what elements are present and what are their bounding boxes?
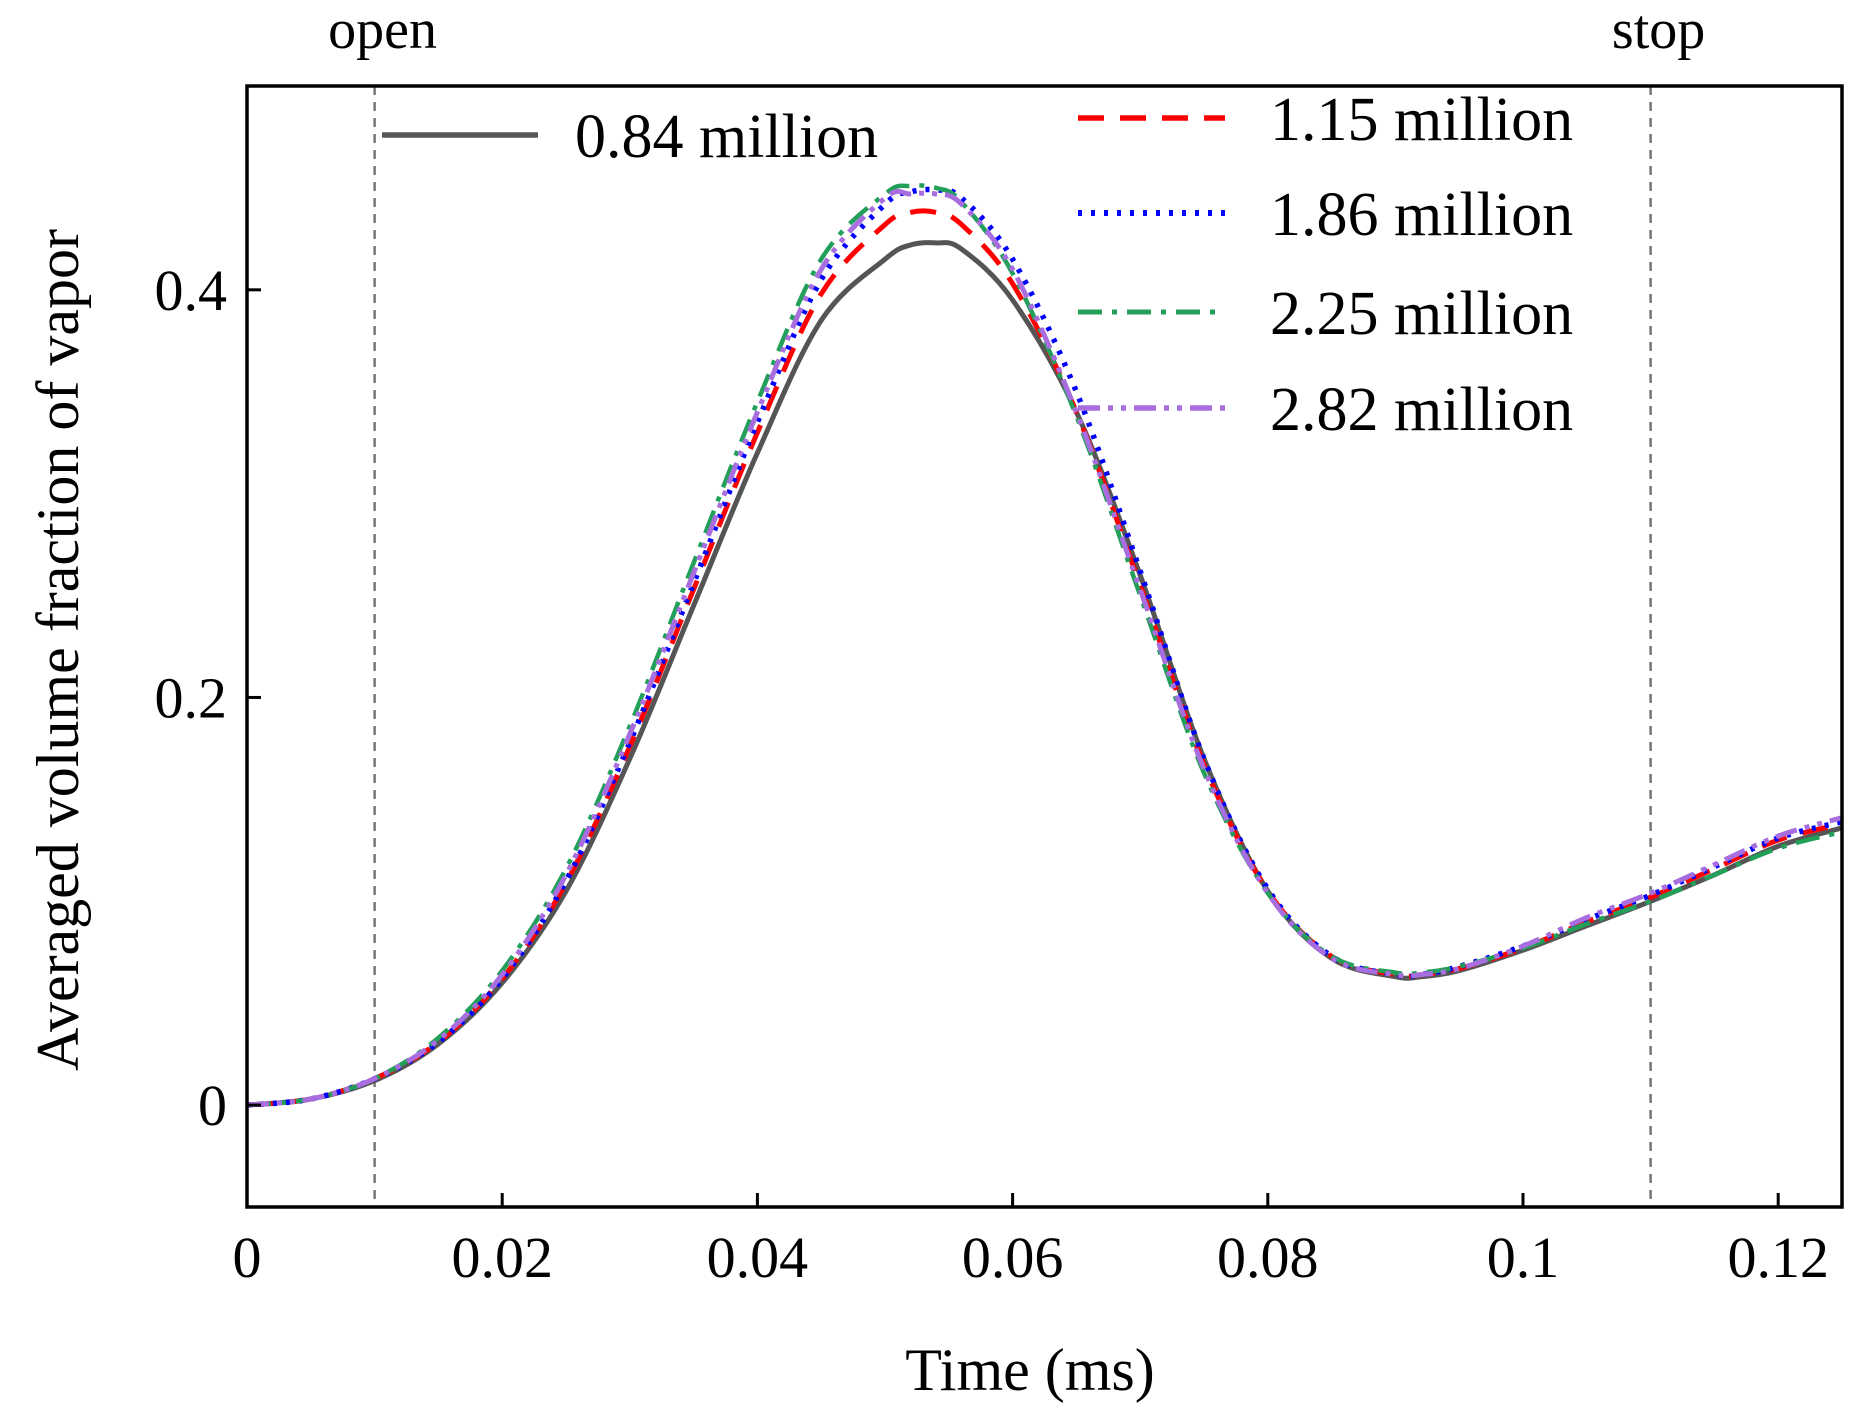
x-tick-label: 0 xyxy=(233,1225,262,1290)
event-marker-label-open: open xyxy=(328,0,437,61)
x-tick-label: 0.02 xyxy=(451,1225,553,1290)
legend: 0.84 million 1.15 million 1.86 million 2.25… xyxy=(382,86,1573,444)
x-tick-label: 0.1 xyxy=(1487,1225,1560,1290)
legend-label-5: 2.82 million xyxy=(1270,376,1573,444)
x-tick-label: 0.06 xyxy=(962,1225,1064,1290)
x-axis-label: Time (ms) xyxy=(905,1337,1155,1403)
legend-label-2: 1.15 million xyxy=(1270,86,1573,154)
x-tick-label: 0.12 xyxy=(1727,1225,1829,1290)
axis-frame xyxy=(245,84,1844,1209)
event-markers: open stop xyxy=(328,0,1705,1207)
y-tick-label: 0.4 xyxy=(155,258,228,323)
x-axis: 0 0.02 0.04 0.06 0.08 0.1 0.12 xyxy=(233,1193,1829,1290)
series-lines xyxy=(246,183,1843,1108)
y-tick-label: 0.2 xyxy=(155,665,228,730)
event-marker-label-stop: stop xyxy=(1612,0,1705,61)
y-tick-label: 0 xyxy=(198,1073,227,1138)
x-tick-label: 0.04 xyxy=(707,1225,809,1290)
y-axis: 0 0.2 0.4 xyxy=(155,258,261,1138)
series-line-5 xyxy=(246,188,1843,1108)
legend-label-3: 1.86 million xyxy=(1270,181,1573,249)
legend-label-1: 0.84 million xyxy=(575,103,878,171)
x-tick-label: 0.08 xyxy=(1217,1225,1319,1290)
legend-label-4: 2.25 million xyxy=(1270,280,1573,348)
series-line-4 xyxy=(246,183,1843,1108)
y-axis-label: Averaged volume fraction of vapor xyxy=(25,229,91,1071)
series-line-1 xyxy=(246,240,1843,1108)
series-line-3 xyxy=(246,186,1843,1108)
